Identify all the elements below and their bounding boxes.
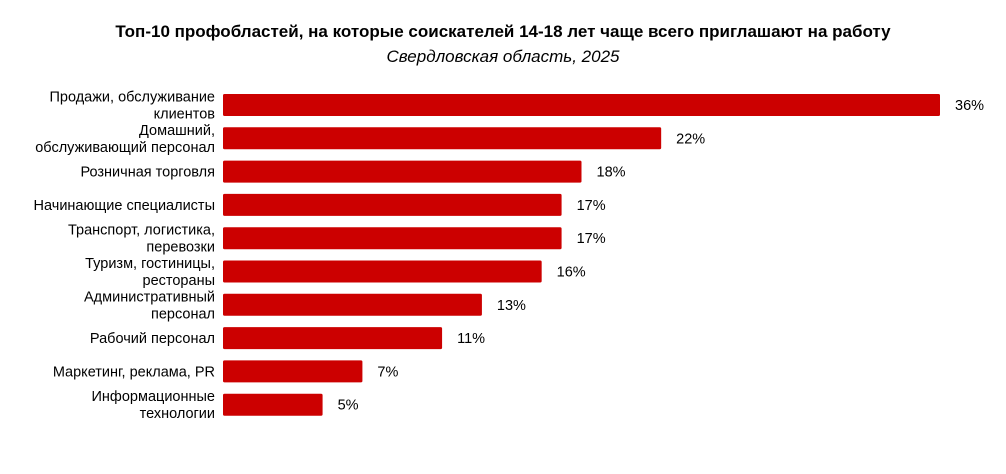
bar: [223, 393, 323, 416]
data-label: 11%: [457, 331, 485, 347]
bar: [223, 327, 443, 350]
chart-subtitle: Свердловская область, 2025: [386, 47, 620, 66]
bar: [223, 193, 562, 216]
data-label: 16%: [557, 265, 586, 281]
bar: [223, 127, 662, 150]
chart-title: Топ-10 профобластей, на которые соискате…: [115, 22, 891, 41]
data-label: 17%: [577, 231, 606, 247]
data-label: 36%: [955, 98, 984, 114]
data-label: 17%: [577, 198, 606, 214]
category-label: Домашний, обслуживающий персонал: [35, 123, 215, 156]
category-label: Административный персонал: [84, 289, 215, 322]
data-label: 5%: [338, 398, 359, 414]
bar: [223, 360, 363, 383]
bar: [223, 260, 542, 283]
data-label: 13%: [497, 298, 526, 314]
bar: [223, 160, 582, 183]
category-label: Маркетинг, реклама, PR: [53, 364, 215, 380]
category-label: Транспорт, логистика, перевозки: [68, 223, 215, 256]
data-label: 22%: [676, 131, 705, 147]
category-label: Продажи, обслуживание клиентов: [49, 90, 215, 123]
category-label: Начинающие специалисты: [34, 198, 215, 214]
category-label: Информационные технологии: [92, 389, 216, 422]
bar: [223, 94, 940, 116]
data-label: 18%: [597, 165, 626, 181]
category-label: Розничная торговля: [80, 165, 215, 181]
category-label: Туризм, гостиницы, рестораны: [85, 256, 215, 289]
category-label: Рабочий персонал: [90, 331, 215, 347]
bar: [223, 227, 562, 250]
bar: [223, 293, 482, 316]
data-label: 7%: [377, 364, 398, 380]
